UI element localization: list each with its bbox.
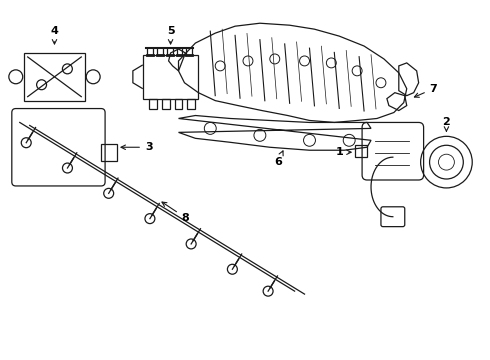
- Text: 5: 5: [167, 26, 174, 44]
- Text: 8: 8: [162, 202, 189, 223]
- Text: 2: 2: [442, 117, 450, 131]
- Text: 1: 1: [335, 147, 351, 157]
- Text: 6: 6: [274, 151, 283, 167]
- Text: 4: 4: [50, 26, 58, 44]
- Text: 3: 3: [121, 142, 152, 152]
- Text: 7: 7: [415, 84, 438, 97]
